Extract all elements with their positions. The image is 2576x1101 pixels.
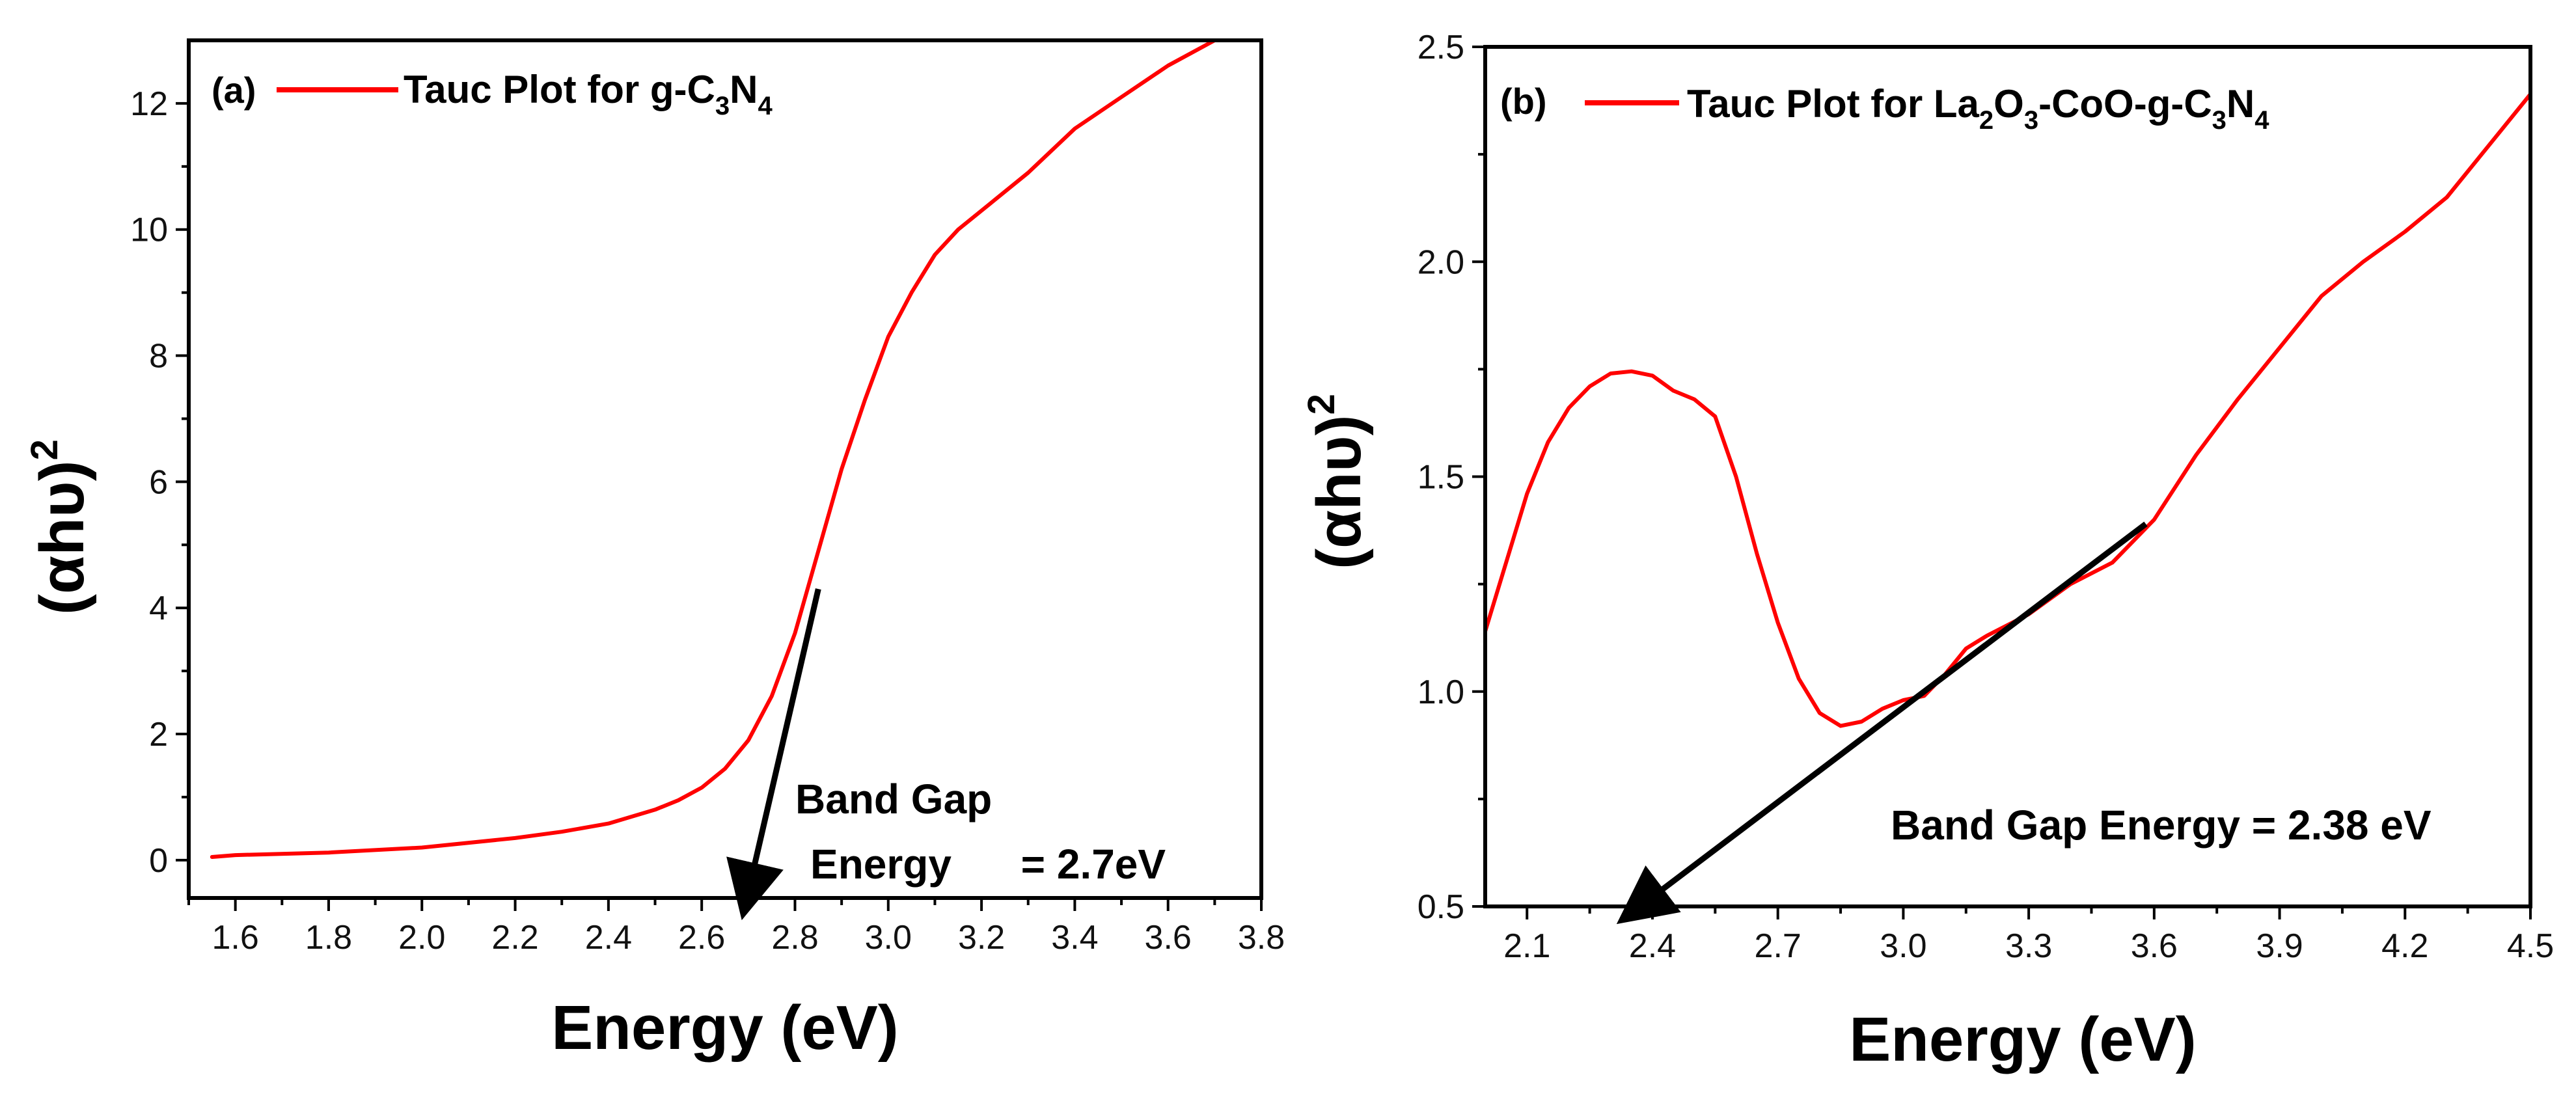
panel-b-series-line-0	[1485, 92, 2530, 728]
panel-a-x-tick-label: 3.8	[1238, 919, 1285, 957]
panel-a-y-tick-label: 2	[149, 716, 168, 754]
panel-a-x-tick-label: 3.4	[1051, 919, 1098, 957]
panel-b-x-tick-label: 3.0	[1880, 927, 1926, 965]
panel-a-x-ticks: 1.6 1.8 2.0 2.2 2.4 2.6 2.8 3.0 3.2 3.4 3.6 3.8	[187, 898, 1285, 957]
svg-text:(αhυ)2: (αhυ)2	[23, 439, 97, 615]
panel-a-y-tick-label: 8	[149, 338, 168, 375]
panel-a-annotation-line1: Band Gap	[795, 776, 992, 822]
panel-b: 2.1 2.4 2.7 3.0 3.3 3.6 3.9 4.2 4.5 0.5 1.0 1.5 2.0…	[1300, 29, 2554, 1074]
panel-b-x-tick-label: 4.5	[2507, 927, 2554, 965]
panel-a-legend-text: Tauc Plot for g-C3N4	[404, 68, 773, 120]
panel-b-y-tick-label: 2.5	[1418, 29, 1464, 66]
panel-b-x-tick-label: 2.1	[1503, 927, 1550, 965]
panel-b-x-tick-label: 3.9	[2256, 927, 2303, 965]
panel-a-x-tick-label: 3.2	[958, 919, 1005, 957]
panel-b-y-tick-label: 2.0	[1418, 243, 1464, 281]
panel-a-x-tick-label: 1.8	[305, 919, 352, 957]
panel-a-plot-frame	[187, 38, 1263, 900]
panel-a-x-tick-label: 2.4	[585, 919, 632, 957]
panel-b-y-ticks: 0.5 1.0 1.5 2.0 2.5	[1418, 29, 1485, 926]
panel-b-plot-frame	[1483, 45, 2532, 908]
panel-a-y-axis-title: (αhυ)2	[23, 439, 97, 615]
panel-a: 1.6 1.8 2.0 2.2 2.4 2.6 2.8 3.0 3.2 3.4 3.6 3.8 0 2 4…	[23, 38, 1285, 1063]
panel-b-x-tick-label: 4.2	[2381, 927, 2428, 965]
panel-a-label: (a)	[212, 70, 256, 111]
panel-a-y-ticks: 0 2 4 6 8 10 12	[130, 85, 189, 880]
panel-b-y-tick-label: 1.5	[1418, 459, 1464, 496]
panel-b-y-axis-title: (αhυ)2	[1300, 394, 1374, 569]
panel-b-x-tick-label: 3.6	[2131, 927, 2178, 965]
panel-a-x-tick-label: 2.0	[398, 919, 445, 957]
panel-b-series	[1485, 92, 2530, 728]
panel-a-band-gap-arrow	[726, 588, 821, 921]
panel-b-x-tick-label: 2.7	[1755, 927, 1802, 965]
panel-b-y-tick-label: 0.5	[1418, 888, 1464, 926]
panel-b-arrow	[1616, 521, 2148, 925]
panel-a-annotation-line2: Energy = 2.7eV	[810, 841, 1166, 888]
panel-b-x-tick-label: 3.3	[2005, 927, 2052, 965]
svg-text:(αhυ)2: (αhυ)2	[1300, 394, 1374, 569]
panel-a-y-tick-label: 12	[130, 85, 168, 123]
panel-a-y-tick-label: 10	[130, 211, 168, 249]
panel-b-x-tick-label: 2.4	[1629, 927, 1676, 965]
panel-a-x-tick-label: 3.6	[1145, 919, 1192, 957]
panel-a-x-tick-label: 1.6	[212, 919, 259, 957]
panel-a-y-tick-label: 0	[149, 842, 168, 880]
panel-a-y-tick-label: 6	[149, 463, 168, 501]
panel-b-x-axis-title: Energy (eV)	[1849, 1005, 2196, 1074]
panel-a-y-tick-label: 4	[149, 590, 168, 627]
panel-a-arrow	[726, 588, 821, 921]
panel-b-annotation: Band Gap Energy = 2.38 eV	[1891, 802, 2432, 849]
panel-b-label: (b)	[1500, 81, 1547, 122]
panel-a-series-line-0	[210, 40, 1217, 859]
panel-b-y-tick-label: 1.0	[1418, 673, 1464, 711]
panel-a-x-tick-label: 2.8	[771, 919, 818, 957]
panel-a-x-tick-label: 3.0	[865, 919, 912, 957]
panel-b-x-ticks: 2.1 2.4 2.7 3.0 3.3 3.6 3.9 4.2 4.5	[1503, 906, 2554, 965]
panel-a-x-axis-title: Energy (eV)	[551, 993, 898, 1063]
panel-a-x-tick-label: 2.2	[491, 919, 538, 957]
panel-b-band-gap-arrow	[1616, 521, 2148, 925]
panel-a-x-tick-label: 2.6	[678, 919, 725, 957]
panel-a-series	[210, 40, 1217, 859]
panel-b-legend-text: Tauc Plot for La2O3-CoO-g-C3N4	[1687, 82, 2269, 135]
